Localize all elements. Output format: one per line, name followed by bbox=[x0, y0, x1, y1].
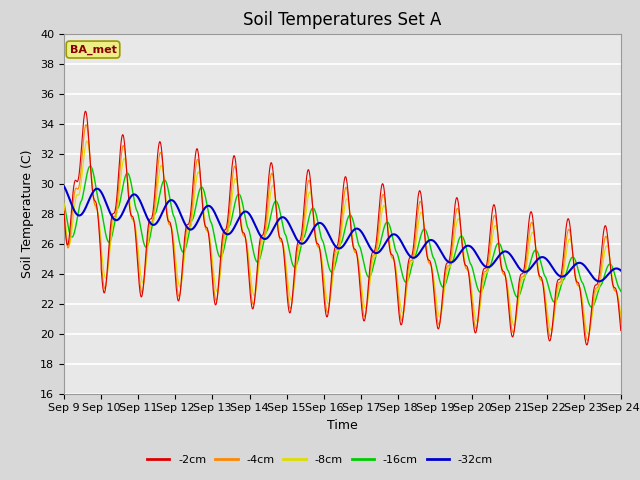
Title: Soil Temperatures Set A: Soil Temperatures Set A bbox=[243, 11, 442, 29]
Text: BA_met: BA_met bbox=[70, 44, 116, 55]
Legend: -2cm, -4cm, -8cm, -16cm, -32cm: -2cm, -4cm, -8cm, -16cm, -32cm bbox=[143, 451, 497, 469]
Y-axis label: Soil Temperature (C): Soil Temperature (C) bbox=[22, 149, 35, 278]
X-axis label: Time: Time bbox=[327, 419, 358, 432]
